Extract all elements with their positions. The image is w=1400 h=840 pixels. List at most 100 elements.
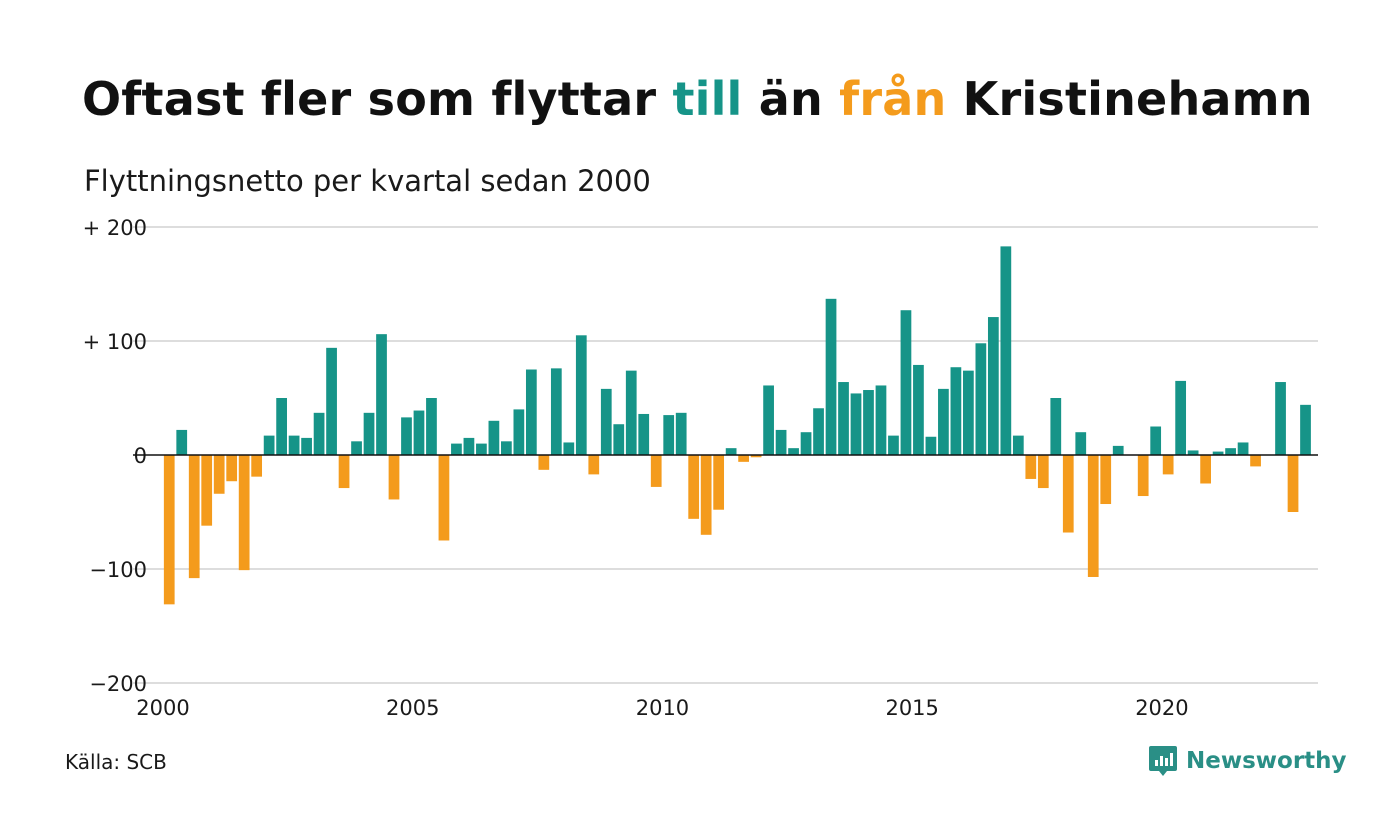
bar	[451, 443, 462, 455]
bar	[975, 343, 987, 455]
bar	[163, 455, 175, 605]
bar	[987, 317, 999, 455]
bar	[201, 455, 213, 526]
bar	[1050, 398, 1062, 455]
x-tick-label: 2020	[1135, 696, 1188, 720]
bar	[663, 415, 675, 455]
bar	[875, 385, 887, 455]
title-word-till: till	[672, 72, 743, 126]
bar	[813, 408, 824, 455]
bar	[550, 368, 562, 455]
bar	[1300, 404, 1311, 455]
bar	[176, 429, 188, 455]
bar	[838, 382, 849, 455]
bar	[563, 442, 575, 455]
title-part-1: Oftast fler som flyttar	[82, 72, 673, 126]
bar	[638, 413, 650, 455]
bar	[376, 334, 387, 455]
bar	[1187, 450, 1199, 455]
bar	[863, 390, 874, 455]
bar	[251, 455, 263, 477]
x-tick-label: 2000	[136, 696, 189, 720]
bar	[263, 435, 275, 455]
bar	[226, 455, 238, 482]
bar	[525, 369, 537, 455]
bar	[713, 455, 725, 510]
brand-logo: Newsworthy	[1148, 744, 1347, 778]
bar	[1012, 435, 1024, 455]
bar	[1150, 426, 1162, 455]
chart-title: Oftast fler som flyttar till än från Kri…	[82, 72, 1313, 126]
bar	[213, 455, 225, 494]
bar	[800, 432, 812, 455]
bar	[600, 388, 612, 455]
bar	[575, 335, 587, 455]
bar	[276, 398, 287, 455]
bar	[1100, 455, 1112, 505]
bar	[351, 441, 362, 455]
bar	[1275, 382, 1286, 455]
x-tick-label: 2015	[885, 696, 938, 720]
bar	[313, 412, 325, 455]
bar	[1137, 455, 1149, 497]
chart-subtitle: Flyttningsnetto per kvartal sedan 2000	[84, 164, 651, 198]
y-tick-label: + 100	[83, 330, 147, 354]
bar	[476, 443, 487, 455]
title-part-2: än	[742, 72, 840, 126]
y-tick-label: −100	[89, 558, 147, 582]
title-part-3: Kristinehamn	[946, 72, 1313, 126]
y-tick-label: 0	[134, 444, 147, 468]
bar	[488, 420, 500, 455]
title-word-fran: från	[839, 72, 947, 126]
bar	[750, 455, 762, 458]
bar	[338, 455, 350, 489]
newsworthy-logo-icon	[1149, 746, 1177, 776]
bar	[363, 412, 375, 455]
bar	[1212, 451, 1224, 455]
bar	[1162, 455, 1174, 475]
bar	[1175, 380, 1187, 455]
bar	[1250, 455, 1261, 467]
bar	[825, 298, 837, 455]
bar	[725, 448, 737, 455]
bar	[763, 385, 774, 455]
bar	[1075, 432, 1087, 455]
y-tick-label: −200	[89, 672, 147, 696]
x-tick-label: 2010	[636, 696, 689, 720]
bar	[463, 437, 475, 455]
bar	[588, 455, 600, 475]
bar	[938, 388, 949, 455]
bar	[788, 448, 799, 455]
bar	[1087, 455, 1099, 577]
bar	[438, 455, 450, 541]
bar	[775, 429, 787, 455]
bar	[1062, 455, 1074, 533]
bar	[426, 398, 437, 455]
bar	[738, 455, 749, 462]
bar	[963, 370, 974, 455]
bar	[850, 393, 862, 455]
bar	[925, 436, 937, 455]
bar	[1037, 455, 1049, 489]
bar	[1000, 246, 1012, 455]
bar	[900, 310, 912, 455]
bar	[1237, 442, 1249, 455]
x-tick-label: 2005	[386, 696, 439, 720]
bar	[388, 455, 400, 500]
bar	[625, 370, 637, 455]
bar	[1025, 455, 1037, 479]
brand-name: Newsworthy	[1186, 748, 1347, 774]
bar	[700, 455, 712, 535]
bar	[413, 410, 425, 455]
bar	[288, 435, 300, 455]
bar	[1112, 445, 1124, 455]
bar	[913, 364, 924, 455]
bar	[613, 424, 625, 455]
bar	[675, 412, 687, 455]
bar	[501, 441, 512, 455]
bar	[650, 455, 662, 487]
y-tick-label: + 200	[83, 216, 147, 240]
bar	[326, 347, 337, 455]
source-note: Källa: SCB	[65, 750, 167, 774]
bar	[950, 367, 962, 455]
